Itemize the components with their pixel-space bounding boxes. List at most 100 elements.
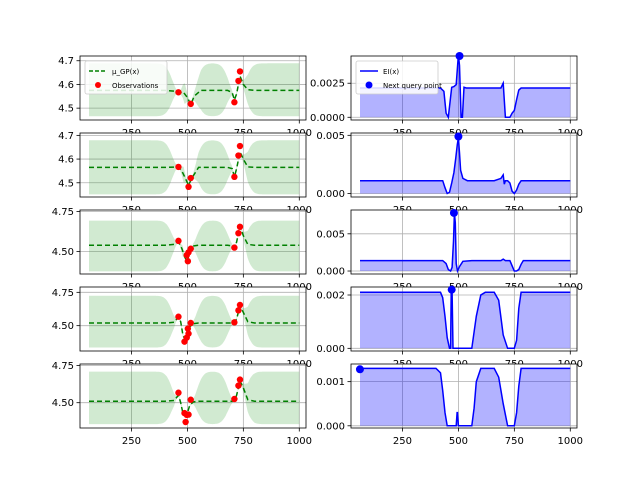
legend: EI(x) Next query point (355, 60, 442, 95)
axes-frame (79, 55, 307, 121)
axes-frame (350, 132, 578, 198)
axes-frame (79, 286, 307, 352)
x-tick-label: 1000 (558, 436, 583, 447)
y-tick-label: 0.002 (316, 291, 345, 302)
observation-point (182, 418, 189, 426)
observation-point (185, 411, 192, 418)
next-query-point (454, 132, 463, 141)
x-tick-label: 500 (178, 436, 197, 447)
x-tick-label: 250 (122, 436, 141, 447)
x-tick-label: 250 (393, 436, 412, 447)
next-query-point (449, 208, 458, 217)
axes-frame (350, 363, 578, 429)
y-tick-label: 4.7 (58, 131, 74, 142)
observation-point (231, 99, 238, 106)
observation-point (185, 330, 192, 337)
plot-content (80, 364, 306, 428)
y-tick-label: 0.005 (316, 131, 345, 142)
y-tick-label: 0.000 (316, 421, 345, 432)
ei-area (360, 137, 571, 194)
plot-area (80, 210, 306, 274)
observation-point (235, 230, 242, 237)
axes-frame (350, 209, 578, 275)
plot-area (351, 210, 577, 274)
y-tick-label: 4.6 (58, 80, 74, 91)
plot-area (80, 287, 306, 351)
panel-left-5: 250 500 750 1000 4.50 4.75 (52, 361, 312, 447)
confidence-band (89, 295, 300, 348)
x-tick-label: 1000 (287, 436, 312, 447)
observation-point (236, 68, 244, 75)
legend-box (355, 60, 439, 95)
plot-content (351, 133, 577, 197)
plot-area (351, 133, 577, 197)
legend: μ_GP(x) Observations (84, 60, 168, 95)
legend-observation-swatch (95, 82, 101, 88)
y-tick-label: 0.001 (316, 377, 345, 388)
y-tick-label: 4.50 (52, 247, 74, 258)
observation-point (187, 319, 194, 327)
ei-line (360, 367, 571, 427)
observation-point (175, 389, 182, 396)
observation-point (187, 245, 194, 252)
y-tick-label: 0.0000 (310, 113, 345, 124)
axes-frame (350, 286, 578, 352)
y-tick-label: 4.7 (58, 56, 74, 67)
y-tick-label: 0.000 (316, 189, 345, 200)
confidence-band (89, 371, 300, 425)
y-tick-label: 4.5 (58, 178, 74, 189)
observation-point (175, 89, 182, 96)
next-query-point (455, 52, 464, 60)
y-tick-label: 4.50 (52, 321, 74, 332)
plot-content (351, 287, 577, 351)
observation-point (236, 301, 244, 309)
ei-line (360, 291, 571, 350)
legend-mean-label: μ_GP(x) (112, 68, 139, 76)
y-tick-label: 4.75 (52, 207, 74, 218)
observation-point (231, 173, 238, 181)
observation-point (231, 319, 238, 326)
observation-point (231, 395, 238, 403)
axes-frame (79, 363, 307, 429)
observation-point (236, 223, 244, 230)
observation-point (185, 183, 192, 191)
observation-point (175, 237, 182, 245)
legend-ei-label: EI(x) (383, 68, 399, 76)
observation-point (235, 77, 242, 85)
ei-line (360, 56, 571, 120)
observation-point (184, 325, 192, 332)
y-tick-label: 0.000 (316, 267, 345, 278)
observation-point (175, 313, 182, 320)
observation-point (236, 142, 244, 150)
confidence-band (89, 140, 300, 195)
legend-query-label: Next query point (383, 82, 442, 90)
observation-point (235, 382, 242, 389)
panel-right-5: 250 500 750 1000 0.000 0.001 (316, 363, 583, 447)
y-tick-label: 4.50 (52, 398, 74, 409)
y-tick-label: 4.5 (58, 104, 74, 115)
x-tick-label: 750 (505, 436, 524, 447)
ei-line (360, 137, 571, 195)
observation-point (187, 100, 194, 108)
plot-area (80, 364, 306, 428)
legend-observations-label: Observations (112, 82, 159, 90)
observation-point (187, 396, 194, 403)
plot-area (351, 364, 577, 428)
ei-area (360, 213, 571, 271)
plot-content (351, 364, 577, 428)
plot-area (80, 133, 306, 197)
y-tick-label: 0.000 (316, 344, 345, 355)
y-tick-label: 0.0025 (310, 79, 345, 90)
next-query-point (355, 365, 364, 374)
observation-point (235, 152, 242, 159)
observation-point (187, 174, 194, 182)
y-tick-label: 4.75 (52, 288, 74, 299)
plot-content (351, 210, 577, 274)
